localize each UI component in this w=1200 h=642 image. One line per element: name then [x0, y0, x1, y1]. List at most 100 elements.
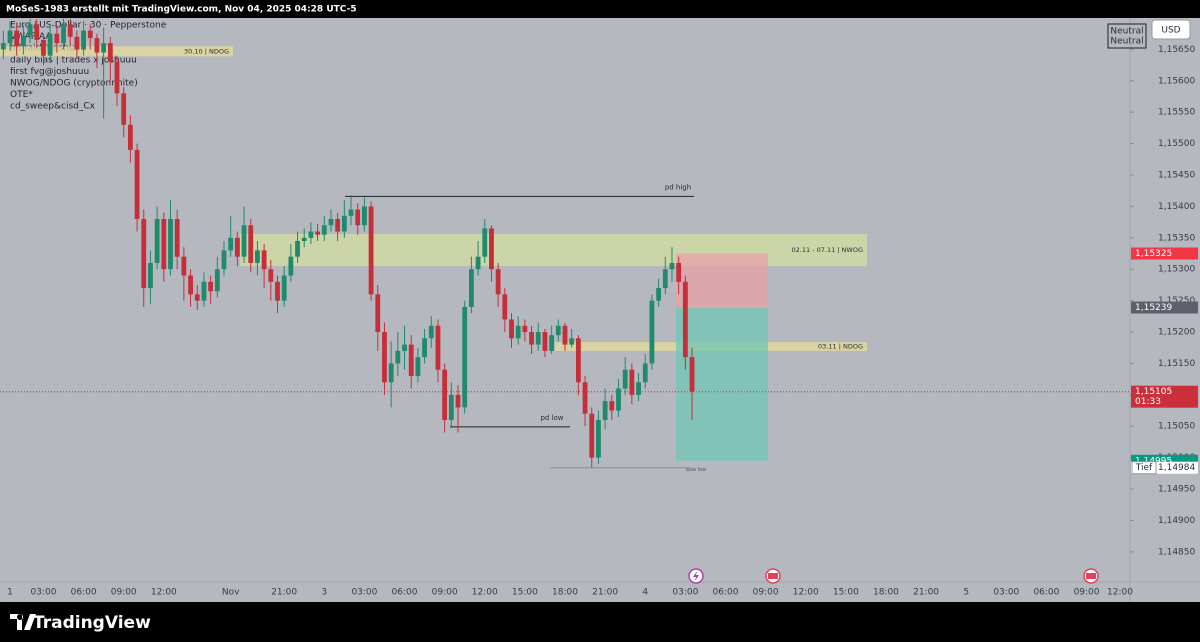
candle-body: [141, 218, 147, 289]
candle-body: [642, 363, 648, 383]
x-tick-label: 09:00: [111, 588, 137, 598]
x-tick-label: 21:00: [913, 588, 939, 598]
candle-body: [7, 30, 13, 44]
candle-body: [295, 240, 300, 257]
candle-body: [67, 24, 73, 37]
candle-body: [41, 39, 46, 56]
x-tick-label: 06:00: [71, 588, 97, 598]
candle-body: [362, 206, 367, 226]
candle-body: [268, 269, 274, 282]
candle-body: [676, 262, 682, 282]
x-tick-label: 03:00: [672, 588, 698, 598]
candle-body: [355, 209, 361, 226]
brand-logo: [10, 614, 36, 630]
currency-button[interactable]: [1151, 19, 1191, 40]
brand-name: TradingView: [33, 613, 151, 633]
candle-body: [422, 338, 427, 358]
price-tag-label: 1,15325: [1135, 249, 1172, 259]
candle-body: [228, 237, 234, 251]
low-tag-label: 1,14984: [1158, 463, 1195, 473]
event-icon-glyph: [1086, 573, 1096, 579]
candle-body: [275, 281, 280, 301]
candle-body: [569, 338, 575, 345]
candle-body: [14, 30, 20, 47]
candle-body: [395, 350, 401, 364]
candle-body: [87, 30, 93, 39]
candle-body: [234, 237, 240, 257]
candle-body: [74, 36, 80, 50]
candle-body: [562, 325, 568, 345]
legend-line: daily bias | trades x joshuuu: [10, 55, 137, 65]
candle-body: [662, 269, 668, 289]
candle-body: [61, 24, 66, 44]
candle-body: [221, 250, 227, 270]
x-tick-label: 15:00: [833, 588, 859, 598]
candle-body: [629, 369, 635, 395]
candle-body: [0, 43, 6, 50]
candle-body: [542, 332, 548, 351]
candle-body: [502, 294, 508, 320]
x-tick-label: 09:00: [753, 588, 779, 598]
candle-body: [669, 262, 675, 270]
x-tick-label: 12:00: [151, 588, 177, 598]
candle-body: [616, 388, 621, 411]
y-tick-label: 1,15400: [1158, 202, 1195, 212]
candle-body: [575, 338, 581, 383]
candle-body: [689, 357, 695, 392]
candle-body: [589, 413, 595, 458]
y-tick-label: 1,15250: [1158, 296, 1195, 306]
x-tick-label: 18:00: [873, 588, 899, 598]
event-icon-glyph: [768, 573, 778, 579]
candle-body: [555, 325, 561, 336]
candle-body: [442, 369, 448, 420]
y-tick-label: 1,15450: [1158, 171, 1195, 181]
candle-body: [455, 394, 461, 408]
level-label: pd low: [540, 414, 563, 422]
candle-body: [475, 256, 481, 270]
gap-zone-label: 02.11 - 07.11 | NWOG: [792, 246, 863, 254]
candle-body: [114, 61, 120, 94]
candle-body: [27, 24, 33, 36]
x-tick-label: 03:00: [993, 588, 1019, 598]
x-tick-label: 06:00: [713, 588, 739, 598]
x-tick-label: 12:00: [1107, 588, 1133, 598]
price-tag-label: 1,15105: [1135, 387, 1172, 397]
candle-body: [127, 124, 133, 150]
candle-body: [489, 228, 494, 270]
x-tick-label: 21:00: [271, 588, 297, 598]
candle-body: [622, 369, 628, 389]
candle-body: [201, 281, 207, 301]
candle-body: [656, 288, 662, 301]
candle-body: [34, 24, 40, 40]
candle-body: [388, 363, 394, 383]
candle-body: [20, 35, 26, 47]
y-tick-label: 1,14850: [1158, 547, 1195, 557]
candle-body: [448, 394, 454, 420]
y-tick-label: 1,14900: [1158, 516, 1195, 526]
candle-body: [549, 335, 555, 351]
x-tick-label: 21:00: [592, 588, 618, 598]
candle-body: [174, 218, 180, 257]
currency-label[interactable]: USD: [1161, 26, 1180, 36]
candle-body: [348, 209, 354, 216]
candle-body: [596, 419, 601, 458]
price-tag: [1131, 385, 1198, 408]
candle-body: [47, 33, 53, 56]
y-tick-label: 1,15500: [1158, 139, 1195, 149]
candle-body: [482, 228, 488, 257]
candle-body: [468, 269, 474, 307]
candle-body: [328, 218, 334, 226]
candle-body: [515, 325, 521, 339]
candle-body: [241, 225, 247, 257]
x-tick-label: 03:00: [351, 588, 377, 598]
candle-body: [315, 231, 321, 235]
candle-body: [194, 294, 200, 301]
x-tick-label: 09:00: [1074, 588, 1100, 598]
low-prefix: Tief: [1135, 463, 1153, 473]
level-label: asia low: [686, 467, 706, 473]
candle-body: [375, 294, 381, 333]
candle-body: [649, 300, 655, 364]
gap-zone-label: 03.11 | NDOG: [818, 342, 863, 350]
y-tick-label: 1,15050: [1158, 422, 1195, 432]
